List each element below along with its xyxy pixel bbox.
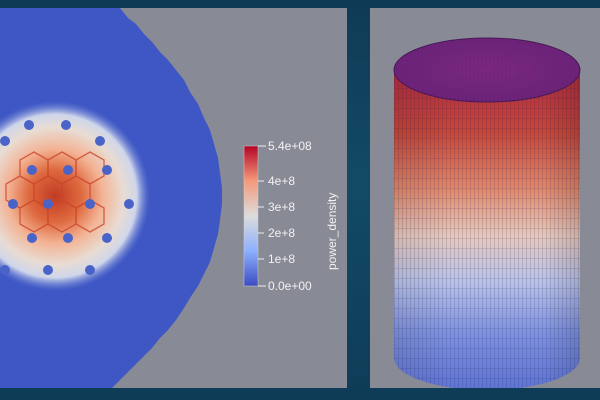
colorbar-title: power_density [325, 193, 339, 270]
left-render-viewport[interactable]: 5.4e+08 4e+8 3e+8 2e+8 1e+8 0.0e+00 powe… [0, 8, 347, 388]
colorbar-tick-label: 3e+8 [268, 200, 295, 214]
colorbar-tick-label: 1e+8 [268, 252, 295, 266]
cylinder-top [393, 37, 581, 103]
core-cross-section-plot: 5.4e+08 4e+8 3e+8 2e+8 1e+8 0.0e+00 powe… [0, 8, 339, 388]
assembly-grid [5, 151, 105, 233]
colorbar-tick-label: 2e+8 [268, 226, 295, 240]
colorbar-min-label: 0.0e+00 [268, 279, 312, 293]
core-3d-cylinder-plot [393, 37, 581, 388]
right-render-viewport[interactable] [370, 8, 600, 388]
colorbar-tick-label: 4e+8 [268, 174, 295, 188]
cylinder-side [394, 70, 580, 388]
colorbar: 5.4e+08 4e+8 3e+8 2e+8 1e+8 0.0e+00 powe… [243, 139, 339, 293]
control-rod-spots [0, 120, 134, 275]
core-heat-region [0, 98, 153, 294]
colorbar-max-label: 5.4e+08 [268, 139, 312, 153]
colorbar-gradient [243, 145, 259, 287]
